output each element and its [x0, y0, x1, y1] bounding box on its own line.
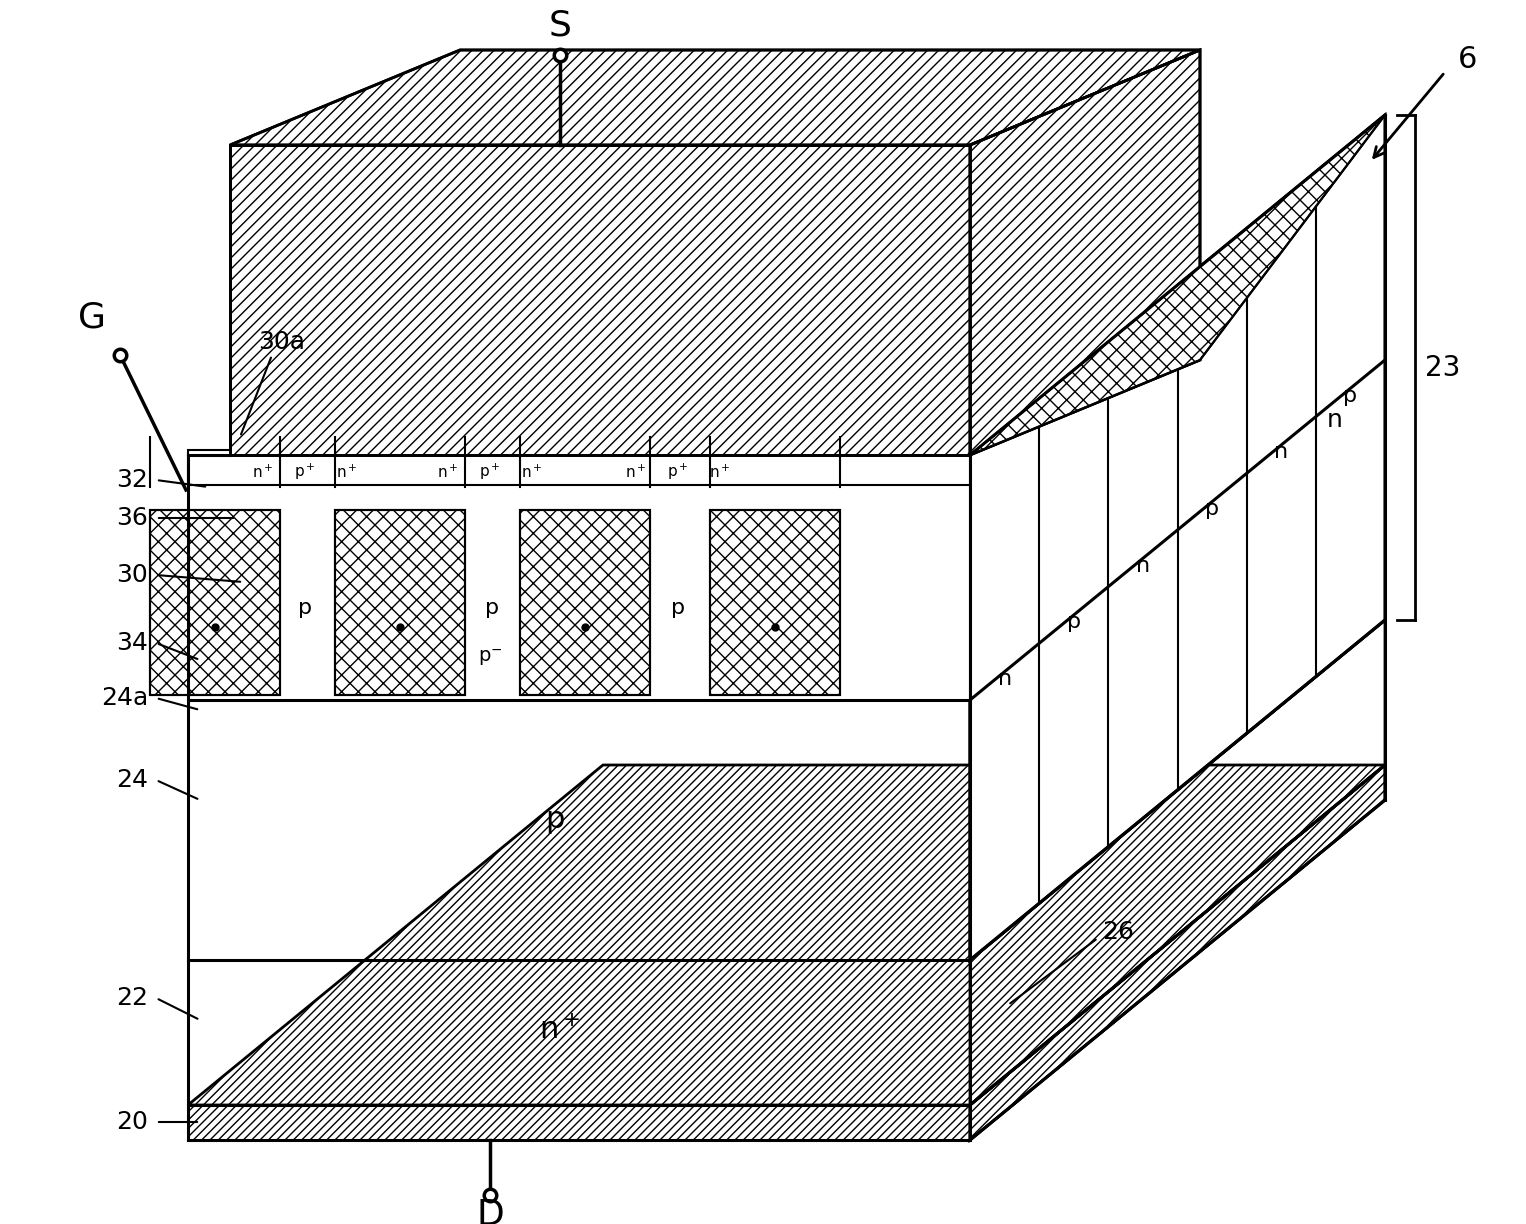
- Polygon shape: [188, 450, 971, 485]
- Polygon shape: [971, 360, 1386, 960]
- Polygon shape: [971, 621, 1386, 1105]
- Polygon shape: [150, 510, 279, 695]
- Text: p: p: [545, 805, 565, 835]
- Polygon shape: [710, 510, 839, 695]
- Text: 24a: 24a: [101, 685, 148, 710]
- Text: p$^+$: p$^+$: [295, 461, 316, 482]
- Text: p$^{-}$: p$^{-}$: [478, 647, 502, 668]
- Text: n: n: [1328, 408, 1343, 432]
- Polygon shape: [971, 115, 1386, 960]
- Polygon shape: [971, 115, 1386, 455]
- Text: 22: 22: [116, 987, 148, 1010]
- Polygon shape: [188, 960, 971, 1105]
- Polygon shape: [188, 765, 1386, 1105]
- Polygon shape: [188, 700, 971, 960]
- Text: p: p: [1067, 612, 1080, 633]
- Polygon shape: [188, 1105, 971, 1140]
- Polygon shape: [520, 510, 650, 695]
- Text: p: p: [485, 599, 499, 618]
- Text: n$^+$: n$^+$: [436, 464, 459, 481]
- Text: 26: 26: [1102, 920, 1134, 944]
- Text: n$^+$: n$^+$: [522, 464, 543, 481]
- Text: S: S: [548, 9, 571, 42]
- Text: 36: 36: [116, 506, 148, 530]
- Text: n$^+$: n$^+$: [539, 1016, 581, 1044]
- Polygon shape: [188, 455, 971, 700]
- Text: n: n: [1135, 556, 1151, 575]
- Text: p: p: [1343, 386, 1358, 406]
- Text: 32: 32: [116, 468, 148, 492]
- Polygon shape: [971, 50, 1199, 455]
- Polygon shape: [230, 144, 971, 455]
- Text: 34: 34: [116, 632, 148, 655]
- Text: p$^+$: p$^+$: [667, 461, 688, 482]
- Text: p$^+$: p$^+$: [479, 461, 501, 482]
- Text: n$^+$: n$^+$: [710, 464, 731, 481]
- Text: n$^+$: n$^+$: [336, 464, 357, 481]
- Text: p: p: [298, 599, 311, 618]
- Text: 20: 20: [116, 1110, 148, 1133]
- Text: p: p: [1206, 499, 1219, 519]
- Text: 24: 24: [116, 767, 148, 792]
- Text: n: n: [998, 670, 1012, 689]
- Text: 30a: 30a: [258, 330, 305, 354]
- Polygon shape: [336, 510, 465, 695]
- Polygon shape: [230, 50, 1199, 144]
- Polygon shape: [971, 765, 1386, 1140]
- Text: p: p: [671, 599, 685, 618]
- Text: G: G: [78, 300, 105, 334]
- Text: n$^+$: n$^+$: [626, 464, 647, 481]
- Text: 6: 6: [1457, 45, 1477, 75]
- Text: 30: 30: [116, 563, 148, 588]
- Text: D: D: [476, 1198, 504, 1224]
- Text: 23: 23: [1425, 354, 1460, 382]
- Text: n$^+$: n$^+$: [252, 464, 273, 481]
- Text: n: n: [1274, 443, 1288, 463]
